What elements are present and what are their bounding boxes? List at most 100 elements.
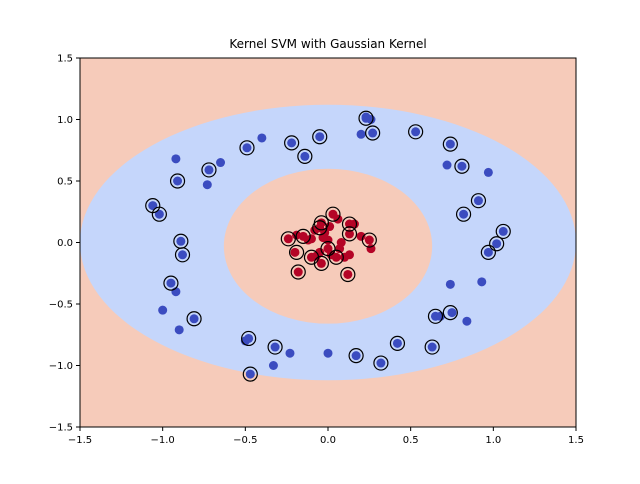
point-outer — [457, 161, 467, 171]
point-outer — [411, 127, 421, 137]
support-vector-ring — [288, 244, 305, 260]
support-vector-ring — [427, 308, 444, 324]
point-outer — [166, 278, 176, 288]
point-outer — [483, 247, 493, 257]
support-vector-ring — [242, 366, 258, 382]
support-vector-ring — [313, 255, 329, 272]
support-vector-ring — [341, 216, 358, 232]
x-tick-label: −1.5 — [68, 435, 92, 446]
support-vector-ring — [424, 339, 440, 355]
support-vector-ring — [328, 249, 344, 265]
point-outer — [158, 305, 168, 315]
x-tick-label: 0.0 — [320, 435, 336, 446]
y-tick-label: −0.5 — [49, 300, 73, 311]
support-vector-ring — [325, 206, 341, 222]
x-tick-label: 1.0 — [485, 435, 501, 446]
y-tick-label: 1.5 — [57, 54, 73, 65]
support-vector-ring — [454, 158, 470, 174]
x-tick-label: 1.5 — [568, 435, 584, 446]
support-vector-ring — [495, 223, 511, 240]
point-outer — [356, 129, 366, 139]
point-inner — [325, 222, 335, 232]
point-outer — [270, 342, 280, 352]
point-outer — [473, 196, 483, 206]
point-outer — [148, 201, 158, 211]
point-outer — [285, 348, 295, 358]
y-tick-label: −1.0 — [49, 361, 73, 372]
support-vector-ring — [267, 339, 283, 355]
point-outer — [442, 160, 452, 170]
point-outer — [204, 165, 214, 175]
point-outer — [189, 314, 199, 324]
data-points — [148, 112, 508, 379]
y-axis: −1.5 −1.0 −0.5 0.0 0.5 1.0 1.5 — [49, 54, 80, 434]
support-vector-ring — [163, 275, 179, 291]
support-vector-ring — [151, 206, 167, 222]
point-outer — [459, 209, 469, 219]
support-vector-ring — [358, 110, 374, 126]
point-outer — [392, 338, 402, 348]
y-tick-label: −1.5 — [49, 423, 73, 434]
support-vector-ring — [442, 305, 458, 321]
point-inner — [344, 229, 354, 239]
point-inner — [336, 238, 346, 247]
point-outer — [445, 139, 455, 149]
point-inner — [344, 250, 354, 260]
support-vector-ring — [241, 330, 257, 347]
point-outer — [368, 128, 378, 138]
x-tick-label: −0.5 — [233, 435, 257, 446]
support-vector-ring — [313, 215, 329, 231]
support-vector-ring — [389, 335, 406, 351]
x-axis: −1.5 −1.0 −0.5 0.0 0.5 1.0 1.5 — [68, 427, 584, 446]
support-vector-ring — [341, 226, 358, 242]
point-outer — [498, 226, 508, 236]
point-outer — [483, 167, 493, 177]
point-outer — [287, 138, 297, 148]
point-inner — [343, 269, 353, 279]
point-outer — [315, 132, 325, 142]
support-vector-ring — [201, 162, 217, 178]
point-outer — [216, 158, 226, 168]
support-vector-ring — [297, 148, 313, 164]
support-vector-ring — [295, 228, 311, 244]
point-outer — [447, 308, 457, 318]
point-outer — [178, 250, 188, 260]
point-inner — [356, 231, 366, 241]
support-vector-ring — [365, 125, 381, 141]
point-outer — [351, 351, 361, 361]
point-outer — [174, 325, 184, 335]
point-outer — [242, 143, 252, 153]
point-inner — [293, 267, 303, 277]
y-tick-label: 0.0 — [57, 238, 73, 249]
point-outer — [492, 239, 502, 249]
support-vector-ring — [348, 348, 364, 364]
point-outer — [173, 176, 183, 186]
point-outer — [462, 316, 472, 326]
support-vector-ring — [480, 244, 496, 260]
support-vector-ring — [373, 355, 389, 371]
point-inner — [331, 252, 341, 262]
point-inner — [283, 234, 293, 244]
point-outer — [245, 369, 255, 379]
y-tick-label: 0.5 — [57, 177, 73, 188]
point-outer — [176, 236, 186, 246]
point-outer — [257, 133, 267, 143]
support-vector-ring — [312, 129, 328, 145]
point-outer — [154, 209, 164, 219]
point-inner — [316, 258, 326, 268]
support-vector-ring — [174, 247, 191, 263]
y-tick-label: 1.0 — [57, 115, 73, 126]
support-vector-ring — [320, 241, 336, 257]
support-vector-ring — [169, 173, 186, 189]
point-inner — [306, 252, 316, 262]
support-vector-ring — [470, 193, 487, 209]
support-vector-ring — [280, 231, 296, 247]
support-vector-ring — [361, 232, 377, 248]
point-inner — [318, 233, 328, 243]
support-vector-ring — [455, 206, 472, 222]
point-inner — [290, 247, 300, 257]
point-outer — [361, 113, 371, 123]
point-outer — [477, 277, 487, 287]
support-vector-ring — [489, 236, 505, 252]
